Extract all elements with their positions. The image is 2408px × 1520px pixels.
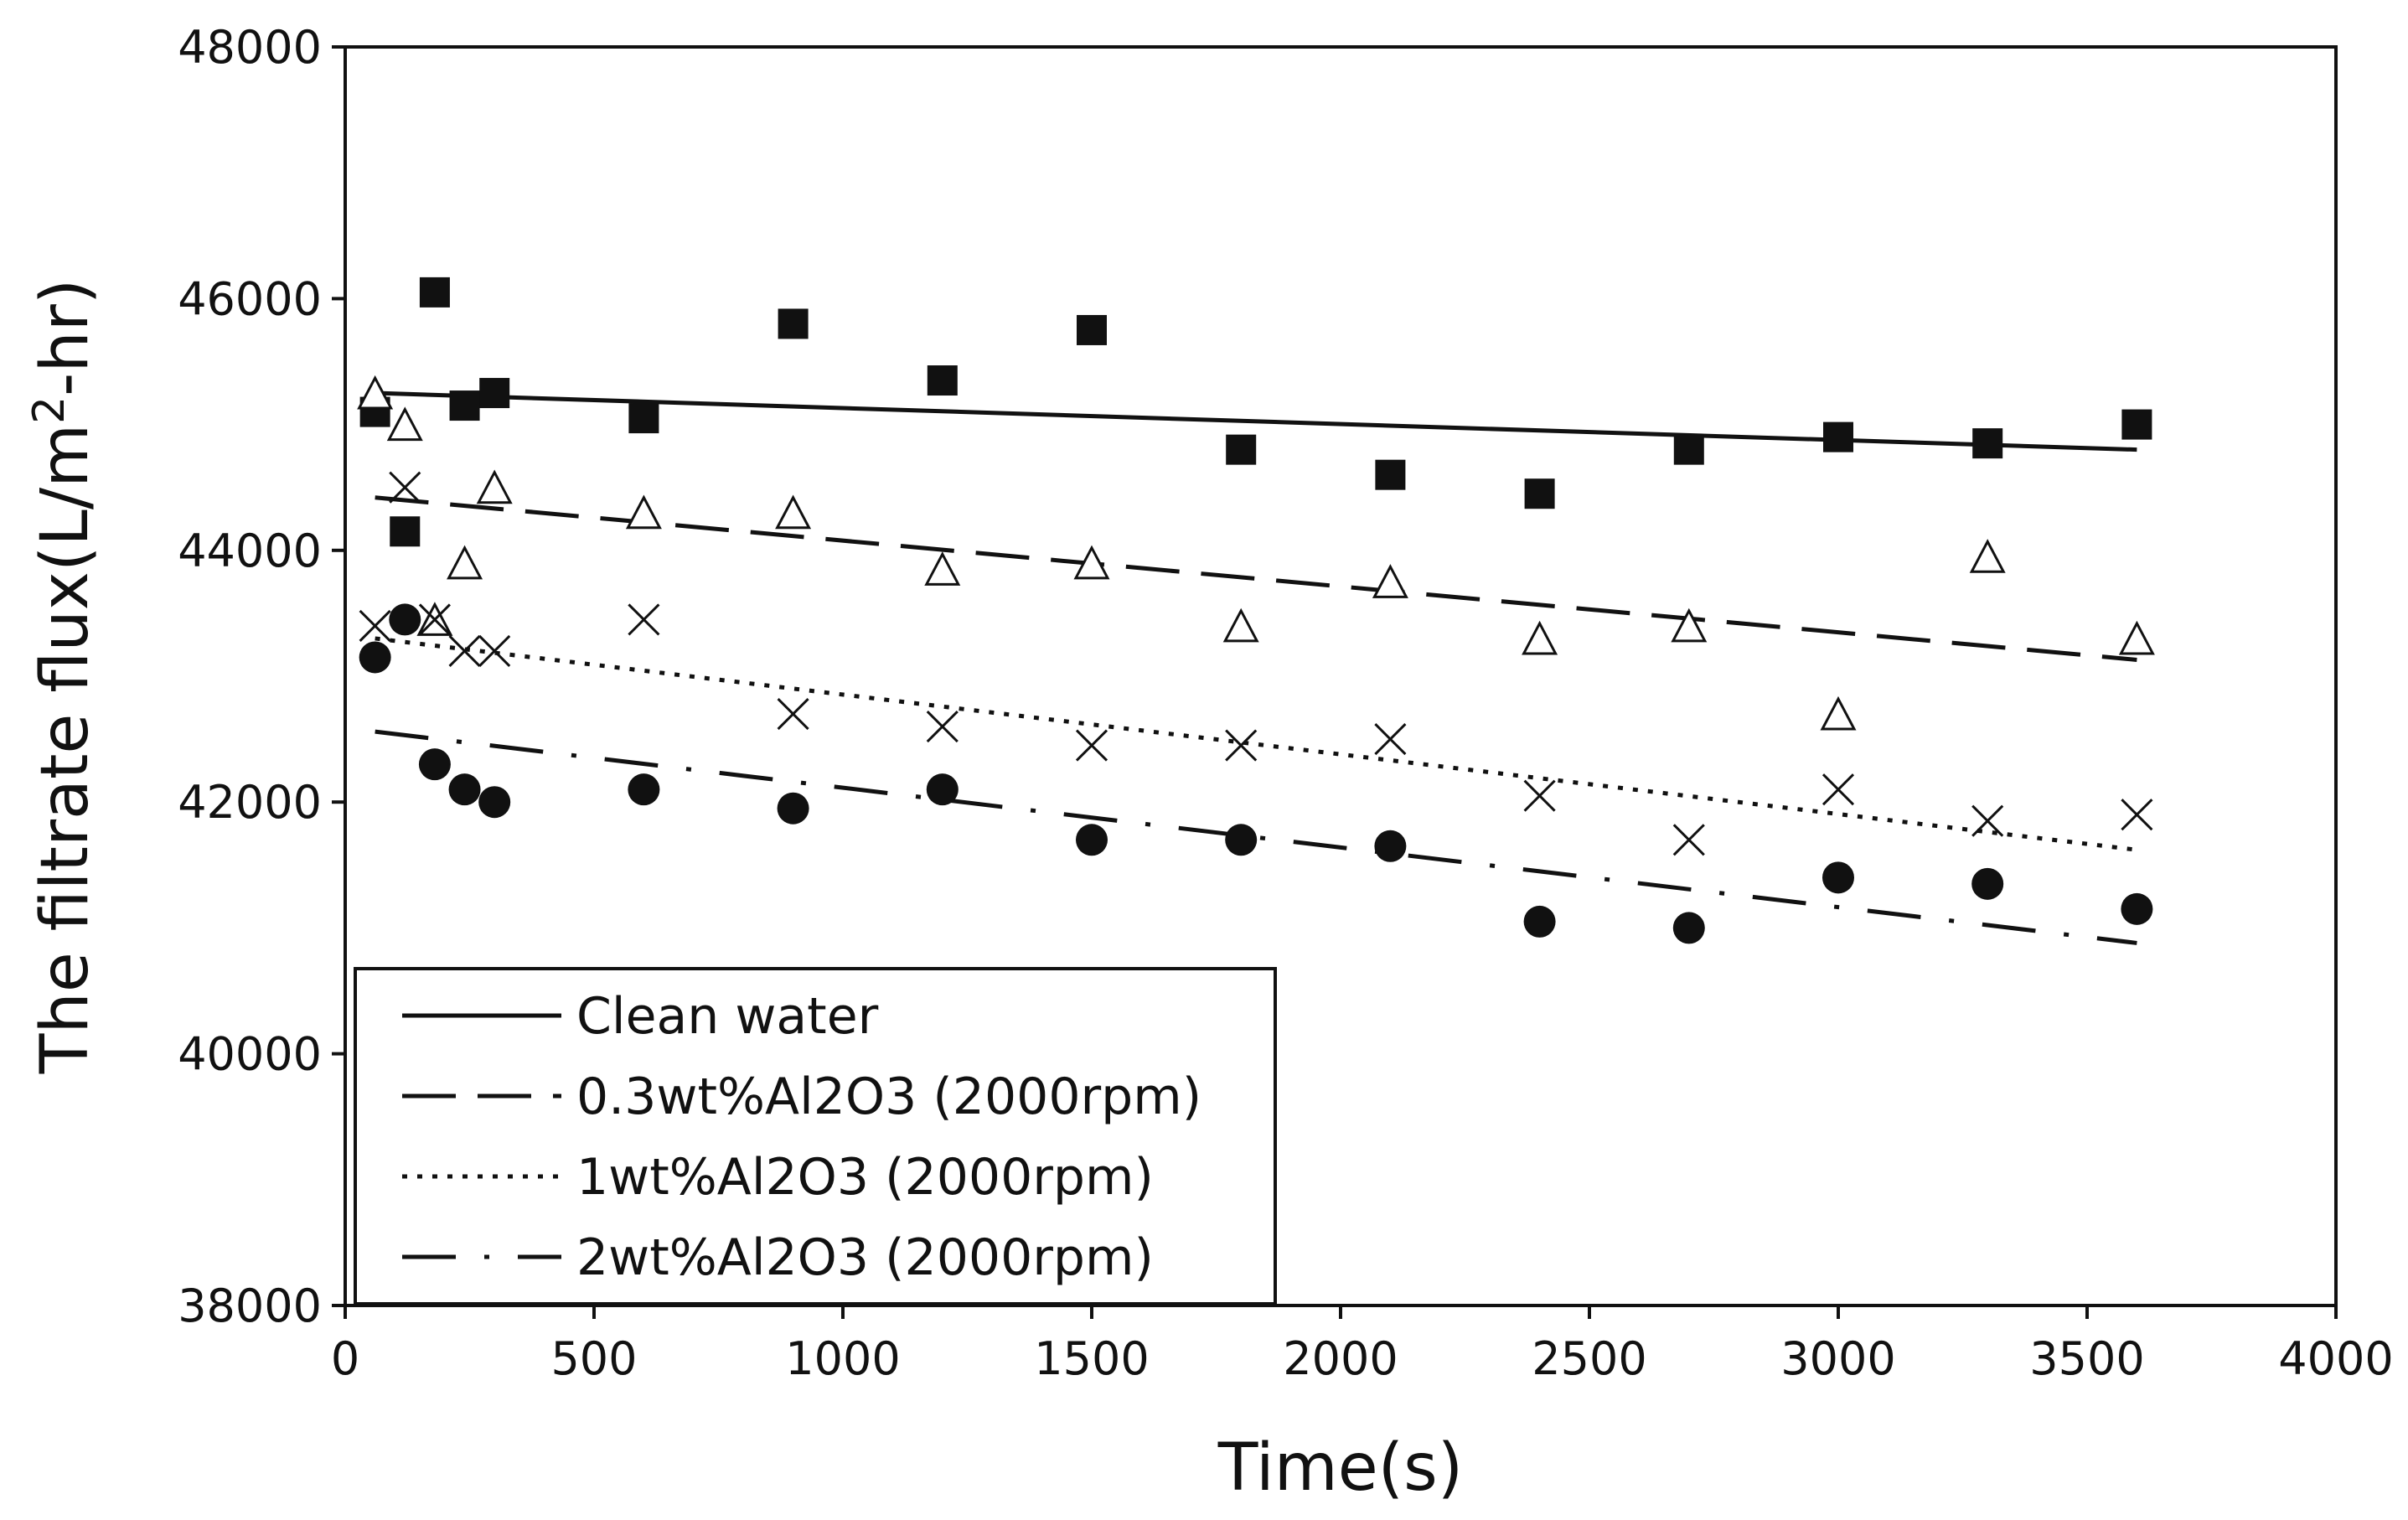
data-point-series-1	[1524, 478, 1555, 509]
data-point-series-2	[1222, 607, 1259, 643]
data-point-series-1	[1972, 428, 2003, 459]
data-point-series-3	[478, 634, 511, 668]
y-tick-label: 46000	[178, 272, 322, 325]
y-tick-label: 40000	[178, 1028, 322, 1081]
data-point-series-4	[926, 773, 959, 806]
data-point-series-4	[628, 773, 660, 806]
y-axis-title: The filtrate flux(L/m2-hr)	[24, 279, 103, 1075]
trend-line-series-2	[375, 495, 2137, 662]
data-point-series-4	[448, 773, 481, 806]
y-axis-title-superscript: 2	[24, 396, 75, 424]
data-point-series-2	[1671, 607, 1708, 643]
data-point-series-2	[1372, 564, 1408, 598]
y-tick-label: 42000	[178, 776, 322, 829]
data-point-series-1	[927, 365, 958, 396]
data-point-series-4	[418, 748, 451, 781]
data-point-series-1	[479, 378, 510, 409]
y-axis-title-tail: -hr)	[28, 279, 103, 396]
data-markers	[357, 277, 2155, 944]
data-point-series-4	[1225, 824, 1258, 856]
data-point-series-4	[1971, 867, 2004, 900]
data-point-series-1	[1823, 421, 1853, 452]
data-point-series-2	[447, 545, 483, 580]
legend-label-series-1: Clean water	[576, 987, 879, 1046]
data-point-series-1	[449, 390, 480, 421]
x-tick-label: 3000	[1780, 1332, 1895, 1385]
legend-box	[354, 967, 1277, 1305]
data-point-series-4	[1672, 912, 1705, 944]
data-point-series-2	[924, 551, 961, 586]
data-point-series-4	[2121, 892, 2153, 925]
data-point-series-4	[389, 603, 421, 636]
trend-line-series-3	[375, 636, 2137, 852]
y-tick-label: 38000	[178, 1280, 322, 1332]
legend-label-series-2: 0.3wt%Al2O3 (2000rpm)	[576, 1068, 1201, 1126]
data-point-series-3	[418, 603, 451, 636]
data-point-series-3	[389, 471, 421, 504]
data-point-series-3	[1075, 729, 1108, 762]
y-axis: 38000 40000 42000 44000 46000 48000	[178, 21, 345, 1332]
data-point-series-2	[476, 469, 513, 504]
x-tick-label: 0	[331, 1332, 359, 1385]
data-point-series-4	[359, 641, 391, 674]
legend-label-series-4: 2wt%Al2O3 (2000rpm)	[576, 1228, 1154, 1287]
legend: Clean water 0.3wt%Al2O3 (2000rpm) 1wt%Al2O…	[354, 967, 1277, 1305]
data-point-series-1	[628, 403, 659, 434]
data-point-series-4	[1523, 905, 1556, 938]
x-tick-label: 1500	[1034, 1332, 1149, 1385]
data-point-series-2	[1820, 695, 1857, 731]
legend-label-series-3: 1wt%Al2O3 (2000rpm)	[576, 1148, 1154, 1207]
data-point-series-1	[2121, 409, 2152, 440]
data-point-series-3	[628, 603, 660, 636]
x-axis-title: Time(s)	[1217, 1430, 1463, 1506]
y-axis-title-main: The filtrate flux(L/m	[28, 424, 103, 1074]
data-point-series-4	[1822, 861, 1854, 894]
data-point-series-2	[386, 406, 423, 442]
data-point-series-3	[2121, 799, 2153, 831]
data-point-series-1	[1673, 434, 1704, 465]
data-point-series-2	[1522, 620, 1558, 655]
data-point-series-4	[478, 786, 511, 819]
data-point-series-2	[1073, 545, 1110, 580]
data-point-series-1	[1077, 314, 1107, 345]
data-point-series-3	[1374, 723, 1407, 756]
data-point-series-2	[775, 494, 812, 530]
data-point-series-3	[777, 697, 809, 731]
data-point-series-2	[625, 494, 662, 530]
data-point-series-2	[1969, 539, 2006, 573]
x-tick-label: 2000	[1283, 1332, 1398, 1385]
data-point-series-3	[448, 634, 481, 668]
data-point-series-3	[359, 609, 391, 642]
data-point-series-4	[1076, 824, 1108, 856]
data-point-series-2	[357, 375, 394, 410]
data-point-series-1	[1226, 434, 1257, 465]
y-tick-label: 44000	[178, 525, 322, 577]
data-point-series-4	[1374, 830, 1407, 862]
y-tick-label: 48000	[178, 21, 322, 74]
data-point-series-3	[1971, 804, 2004, 837]
x-tick-label: 1000	[785, 1332, 900, 1385]
data-point-series-1	[419, 277, 450, 308]
data-point-series-1	[390, 516, 421, 547]
data-point-series-3	[1225, 729, 1258, 762]
data-point-series-3	[1523, 779, 1556, 812]
data-point-series-1	[1375, 459, 1406, 490]
x-tick-label: 3500	[2029, 1332, 2144, 1385]
x-tick-label: 4000	[2278, 1332, 2393, 1385]
data-point-series-1	[778, 308, 809, 339]
x-tick-label: 500	[550, 1332, 637, 1385]
data-point-series-2	[2118, 620, 2155, 655]
data-point-series-4	[777, 792, 809, 825]
x-axis: 0 500 1000 1500 2000 2500 3000 3500 4000	[331, 1305, 2394, 1385]
data-point-series-3	[926, 711, 959, 743]
data-point-series-3	[1672, 824, 1705, 856]
x-tick-label: 2500	[1532, 1332, 1646, 1385]
data-point-series-3	[1822, 773, 1855, 806]
